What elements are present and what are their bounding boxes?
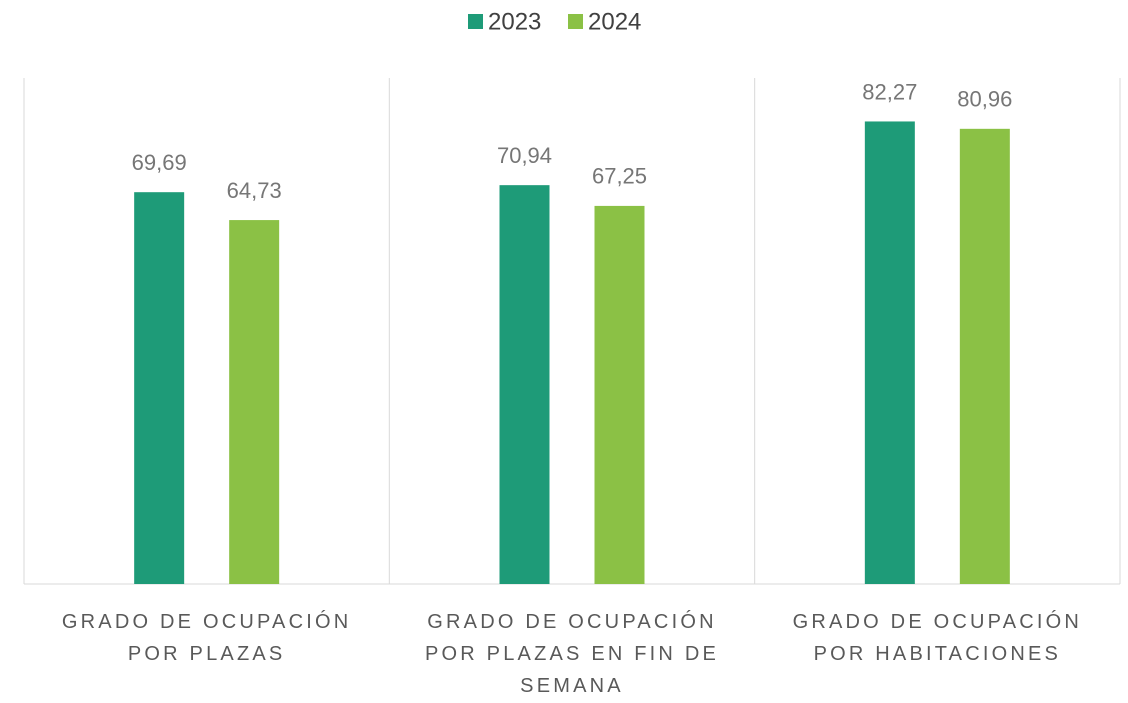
bar — [499, 185, 550, 585]
legend-label: 2024 — [588, 8, 641, 35]
data-label: 70,94 — [497, 143, 552, 168]
data-label: 64,73 — [227, 178, 282, 203]
x-tick-label: GRADO DE OCUPACIÓN POR PLAZAS — [61, 611, 352, 665]
data-label: 82,27 — [862, 79, 917, 104]
bar — [959, 128, 1010, 584]
bar — [229, 220, 280, 585]
bar — [594, 205, 645, 584]
bar — [864, 121, 915, 584]
data-label: 67,25 — [592, 164, 647, 189]
legend-swatch — [568, 14, 583, 29]
bar — [134, 192, 185, 585]
x-tick-label: GRADO DE OCUPACIÓN POR PLAZAS EN FIN DE … — [424, 611, 720, 697]
data-label: 69,69 — [132, 150, 187, 175]
data-label: 80,96 — [957, 87, 1012, 112]
x-tick-label: GRADO DE OCUPACIÓN POR HABITACIONES — [792, 611, 1083, 665]
legend-label: 2023 — [488, 8, 541, 35]
legend-swatch — [468, 14, 483, 29]
